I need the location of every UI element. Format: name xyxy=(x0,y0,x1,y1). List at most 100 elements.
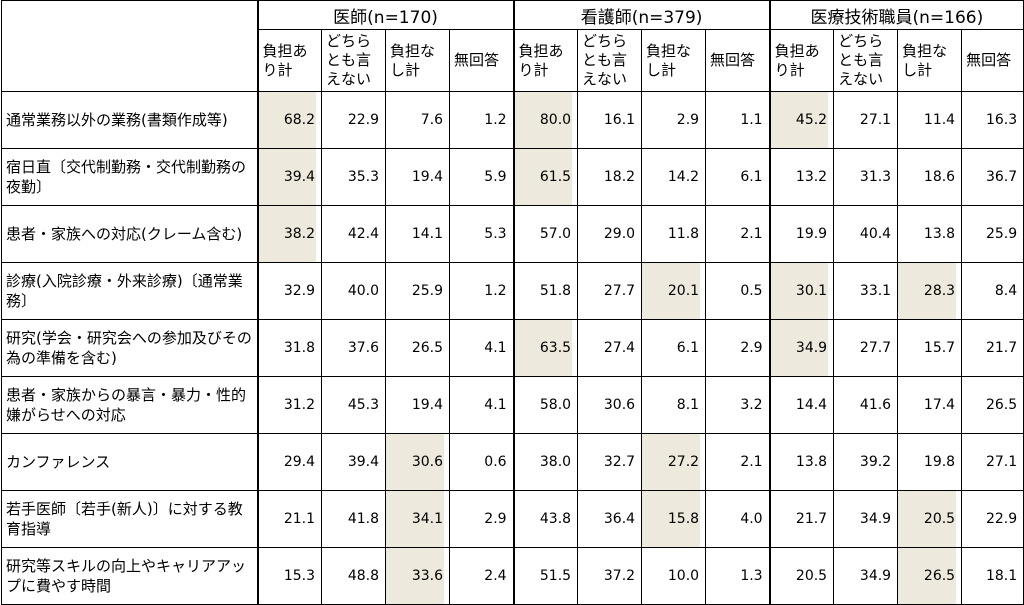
value-cell: 41.6 xyxy=(833,376,899,434)
value-cell: 43.8 xyxy=(512,490,579,548)
burden-no-header: 負担なし計 xyxy=(897,29,963,92)
value-cell: 19.4 xyxy=(385,376,450,434)
row-label: 患者・家族からの暴言・暴力・性的嫌がらせへの対応 xyxy=(1,376,258,434)
value-cell: 45.3 xyxy=(321,376,386,434)
value-cell: 26.5 xyxy=(961,376,1024,434)
burden-yes-header: 負担あり計 xyxy=(768,29,835,92)
value-cell: 0.5 xyxy=(705,262,771,320)
value-cell: 33.1 xyxy=(833,262,899,320)
value-cell: 21.7 xyxy=(961,319,1024,377)
value-cell: 30.1 xyxy=(768,262,835,320)
value-cell: 11.4 xyxy=(897,91,963,149)
value-cell: 3.2 xyxy=(705,376,771,434)
value-cell: 19.9 xyxy=(768,205,835,263)
value-cell: 20.1 xyxy=(641,262,707,320)
value-cell: 29.4 xyxy=(256,433,322,491)
value-cell: 31.2 xyxy=(256,376,322,434)
value-cell: 57.0 xyxy=(512,205,579,263)
value-cell: 8.1 xyxy=(641,376,707,434)
value-cell: 4.1 xyxy=(448,319,515,377)
value-cell: 16.3 xyxy=(961,91,1024,149)
value-cell: 30.6 xyxy=(577,376,643,434)
value-cell: 15.7 xyxy=(897,319,963,377)
group-header-row: 医師(n=170) 看護師(n=379) 医療技術職員(n=166) xyxy=(1,0,1024,92)
table-row: 研究(学会・研究会への参加及びその為の準備を含む) 31.8 37.6 26.5 4.1… xyxy=(1,319,1024,377)
value-cell: 36.4 xyxy=(577,490,643,548)
value-cell: 51.5 xyxy=(512,547,579,605)
value-cell: 31.8 xyxy=(256,319,322,377)
burden-yes-header: 負担あり計 xyxy=(512,29,579,92)
value-cell: 5.3 xyxy=(448,205,515,263)
row-label: 通常業務以外の業務(書類作成等) xyxy=(1,91,258,149)
value-cell: 28.3 xyxy=(897,262,963,320)
value-cell: 1.2 xyxy=(448,262,515,320)
value-cell: 15.8 xyxy=(641,490,707,548)
value-cell: 11.8 xyxy=(641,205,707,263)
value-cell: 14.4 xyxy=(768,376,835,434)
value-cell: 6.1 xyxy=(705,148,771,206)
value-cell: 37.6 xyxy=(321,319,386,377)
value-cell: 14.1 xyxy=(385,205,450,263)
value-cell: 5.9 xyxy=(448,148,515,206)
value-cell: 15.3 xyxy=(256,547,322,605)
value-cell: 4.0 xyxy=(705,490,771,548)
value-cell: 34.1 xyxy=(385,490,450,548)
value-cell: 45.2 xyxy=(768,91,835,149)
value-cell: 18.1 xyxy=(961,547,1024,605)
value-cell: 40.0 xyxy=(321,262,386,320)
neutral-header: どちらとも言えない xyxy=(321,29,386,92)
value-cell: 2.9 xyxy=(705,319,771,377)
value-cell: 17.4 xyxy=(897,376,963,434)
value-cell: 10.0 xyxy=(641,547,707,605)
value-cell: 27.1 xyxy=(833,91,899,149)
table-row: 宿日直〔交代制勤務・交代制勤務の夜勤〕 39.4 35.3 19.4 5.9 61.5 18… xyxy=(1,148,1024,206)
row-label: 若手医師〔若手(新人)〕に対する教育指導 xyxy=(1,490,258,548)
row-label: 診療(入院診療・外来診療)〔通常業務〕 xyxy=(1,262,258,320)
value-cell: 68.2 xyxy=(256,91,322,149)
table-body: 通常業務以外の業務(書類作成等) 68.2 22.9 7.6 1.2 80.0 16.1 2.… xyxy=(1,91,1024,605)
value-cell: 13.2 xyxy=(768,148,835,206)
no-answer-header: 無回答 xyxy=(705,29,771,92)
value-cell: 2.9 xyxy=(448,490,515,548)
table-row: 診療(入院診療・外来診療)〔通常業務〕 32.9 40.0 25.9 1.2 51.8 27… xyxy=(1,262,1024,320)
row-label: 研究等スキルの向上やキャリアアップに費やす時間 xyxy=(1,547,258,605)
burden-no-header: 負担なし計 xyxy=(385,29,450,92)
value-cell: 19.4 xyxy=(385,148,450,206)
value-cell: 18.2 xyxy=(577,148,643,206)
value-cell: 38.0 xyxy=(512,433,579,491)
value-cell: 27.4 xyxy=(577,319,643,377)
value-cell: 26.5 xyxy=(385,319,450,377)
value-cell: 27.7 xyxy=(577,262,643,320)
value-cell: 27.1 xyxy=(961,433,1024,491)
neutral-header: どちらとも言えない xyxy=(833,29,899,92)
value-cell: 39.4 xyxy=(321,433,386,491)
table-row: 若手医師〔若手(新人)〕に対する教育指導 21.1 41.8 34.1 2.9 43.8 3… xyxy=(1,490,1024,548)
value-cell: 39.2 xyxy=(833,433,899,491)
value-cell: 21.1 xyxy=(256,490,322,548)
value-cell: 80.0 xyxy=(512,91,579,149)
value-cell: 48.8 xyxy=(321,547,386,605)
row-label: 患者・家族への対応(クレーム含む) xyxy=(1,205,258,263)
no-answer-header: 無回答 xyxy=(448,29,515,92)
value-cell: 29.0 xyxy=(577,205,643,263)
value-cell: 31.3 xyxy=(833,148,899,206)
value-cell: 1.3 xyxy=(705,547,771,605)
value-cell: 20.5 xyxy=(768,547,835,605)
value-cell: 2.4 xyxy=(448,547,515,605)
group-header-medtech: 医療技術職員(n=166) xyxy=(768,0,1024,30)
no-answer-header: 無回答 xyxy=(961,29,1024,92)
value-cell: 0.6 xyxy=(448,433,515,491)
sub-header-row: 負担あり計 どちらとも言えない 負担なし計 無回答 負担あり計 どちらとも言えない 負担なし… xyxy=(2,29,1024,92)
value-cell: 32.7 xyxy=(577,433,643,491)
value-cell: 33.6 xyxy=(385,547,450,605)
burden-yes-header: 負担あり計 xyxy=(256,29,322,92)
neutral-header: どちらとも言えない xyxy=(577,29,643,92)
value-cell: 1.2 xyxy=(448,91,515,149)
value-cell: 58.0 xyxy=(512,376,579,434)
value-cell: 4.1 xyxy=(448,376,515,434)
value-cell: 34.9 xyxy=(833,547,899,605)
table-row: 患者・家族への対応(クレーム含む) 38.2 42.4 14.1 5.3 57.0 29.0… xyxy=(1,205,1024,263)
value-cell: 7.6 xyxy=(385,91,450,149)
value-cell: 25.9 xyxy=(961,205,1024,263)
